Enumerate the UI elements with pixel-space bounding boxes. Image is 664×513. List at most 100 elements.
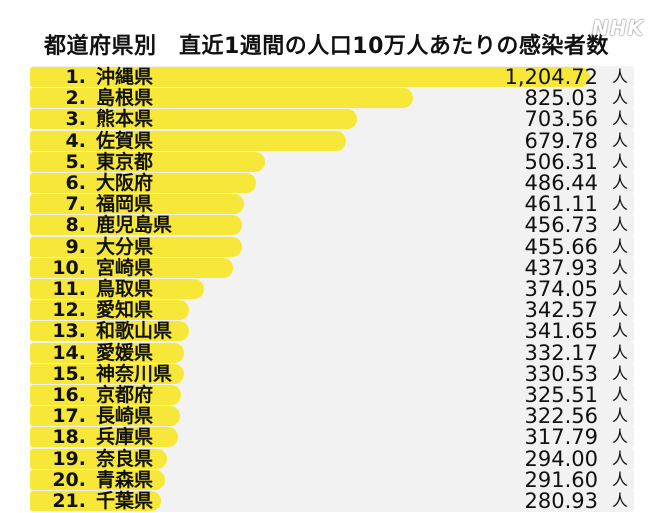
table-row: 19. 奈良県 294.00 人 bbox=[30, 447, 634, 470]
rank-label: 3. bbox=[65, 108, 86, 131]
bar-19 bbox=[30, 448, 167, 469]
unit-label: 人 bbox=[611, 448, 628, 468]
row-background bbox=[30, 426, 634, 449]
bar-1 bbox=[30, 67, 590, 87]
unit-label: 人 bbox=[611, 385, 628, 404]
bar-18 bbox=[30, 427, 178, 448]
value-label: 437.93 bbox=[524, 255, 598, 280]
unit-label: 人 bbox=[611, 194, 628, 214]
rank-label: 12. bbox=[52, 299, 86, 322]
unit-label: 人 bbox=[611, 151, 628, 171]
prefecture-label: 大分県 bbox=[96, 235, 154, 258]
value-label: 341.65 bbox=[524, 319, 598, 344]
table-row: 3. 熊本県 703.56 人 bbox=[30, 108, 634, 131]
unit-label: 人 bbox=[611, 321, 628, 341]
rank-label: 13. bbox=[52, 320, 86, 343]
bar-2 bbox=[30, 88, 414, 109]
rank-label: 15. bbox=[52, 362, 86, 385]
value-label: 332.17 bbox=[524, 340, 598, 365]
bar-8 bbox=[30, 215, 243, 236]
rank-label: 19. bbox=[52, 447, 86, 470]
rank-label: 5. bbox=[65, 150, 86, 173]
prefecture-label: 佐賀県 bbox=[96, 129, 154, 152]
row-background bbox=[30, 384, 634, 406]
table-row: 21. 千葉県 280.93 人 bbox=[30, 490, 634, 512]
value-label: 322.56 bbox=[524, 404, 598, 429]
unit-label: 人 bbox=[611, 130, 628, 150]
bar-13 bbox=[30, 321, 189, 342]
rank-label: 18. bbox=[52, 426, 86, 449]
rank-label: 8. bbox=[65, 214, 86, 237]
value-label: 374.05 bbox=[524, 277, 598, 301]
prefecture-label: 千葉県 bbox=[96, 490, 154, 512]
table-row: 10. 宮崎県 437.93 人 bbox=[30, 255, 634, 280]
table-row: 13. 和歌山県 341.65 人 bbox=[30, 319, 634, 344]
table-row: 1. 沖縄県 1,204.72 人 bbox=[30, 66, 634, 88]
table-row: 16. 京都府 325.51 人 bbox=[30, 384, 634, 406]
prefecture-label: 鹿児島県 bbox=[96, 214, 173, 237]
rank-label: 16. bbox=[52, 384, 86, 406]
bar-3 bbox=[30, 109, 357, 130]
value-label: 1,204.72 bbox=[504, 65, 598, 89]
chart-title: 都道府県別 直近1週間の人口10万人あたりの感染者数 bbox=[44, 34, 609, 59]
bar-10 bbox=[30, 257, 234, 278]
value-label: 456.73 bbox=[524, 213, 598, 238]
prefecture-label: 鳥取県 bbox=[96, 278, 154, 300]
value-label: 317.79 bbox=[524, 425, 598, 450]
unit-label: 人 bbox=[611, 363, 628, 383]
bar-5 bbox=[30, 151, 266, 172]
table-row: 2. 島根県 825.03 人 bbox=[30, 86, 634, 111]
bar-7 bbox=[30, 194, 245, 215]
rank-label: 7. bbox=[65, 193, 86, 216]
bar-11 bbox=[30, 279, 204, 299]
table-row: 18. 兵庫県 317.79 人 bbox=[30, 425, 634, 450]
unit-label: 人 bbox=[611, 215, 628, 235]
unit-label: 人 bbox=[611, 173, 628, 192]
unit-label: 人 bbox=[611, 406, 628, 426]
unit-label: 人 bbox=[611, 236, 628, 256]
row-background bbox=[30, 447, 634, 470]
rank-label: 20. bbox=[52, 468, 86, 491]
unit-label: 人 bbox=[611, 109, 628, 129]
unit-label: 人 bbox=[611, 257, 628, 277]
table-row: 11. 鳥取県 374.05 人 bbox=[30, 278, 634, 300]
rank-label: 10. bbox=[52, 256, 86, 279]
prefecture-label: 愛知県 bbox=[96, 299, 154, 322]
bar-15 bbox=[30, 363, 184, 384]
prefecture-label: 神奈川県 bbox=[96, 362, 173, 385]
bar-16 bbox=[30, 385, 182, 405]
table-row: 15. 神奈川県 330.53 人 bbox=[30, 362, 634, 385]
unit-label: 人 bbox=[611, 342, 628, 362]
table-row: 7. 福岡県 461.11 人 bbox=[30, 193, 634, 216]
rank-label: 9. bbox=[65, 235, 86, 258]
unit-label: 人 bbox=[611, 88, 628, 108]
value-label: 825.03 bbox=[524, 86, 598, 111]
prefecture-label: 奈良県 bbox=[96, 447, 154, 470]
prefecture-label: 青森県 bbox=[96, 468, 154, 491]
value-label: 486.44 bbox=[524, 171, 598, 195]
prefecture-label: 宮崎県 bbox=[96, 256, 154, 279]
prefecture-label: 島根県 bbox=[96, 87, 154, 110]
value-label: 291.60 bbox=[524, 467, 598, 492]
unit-label: 人 bbox=[611, 469, 628, 489]
prefecture-label: 沖縄県 bbox=[96, 66, 154, 88]
rank-label: 11. bbox=[52, 278, 86, 300]
rank-label: 6. bbox=[65, 172, 86, 194]
value-label: 506.31 bbox=[524, 149, 598, 174]
prefecture-label: 熊本県 bbox=[96, 108, 154, 131]
bar-12 bbox=[30, 300, 190, 321]
table-row: 17. 長崎県 322.56 人 bbox=[30, 404, 634, 429]
table-row: 14. 愛媛県 332.17 人 bbox=[30, 340, 634, 365]
prefecture-label: 愛媛県 bbox=[96, 341, 154, 364]
table-row: 12. 愛知県 342.57 人 bbox=[30, 299, 634, 322]
bar-chart: 1. 沖縄県 1,204.72 人 2. 島根県 825.03 人 3. 熊本県 703.56 人 4.… bbox=[30, 66, 634, 512]
rank-label: 14. bbox=[52, 341, 86, 364]
row-background bbox=[30, 468, 634, 491]
rank-label: 21. bbox=[52, 490, 86, 512]
prefecture-label: 福岡県 bbox=[96, 193, 154, 216]
table-row: 9. 大分県 455.66 人 bbox=[30, 235, 634, 258]
row-background bbox=[30, 490, 634, 512]
table-row: 20. 青森県 291.60 人 bbox=[30, 467, 634, 492]
table-row: 8. 鹿児島県 456.73 人 bbox=[30, 213, 634, 238]
unit-label: 人 bbox=[611, 300, 628, 320]
